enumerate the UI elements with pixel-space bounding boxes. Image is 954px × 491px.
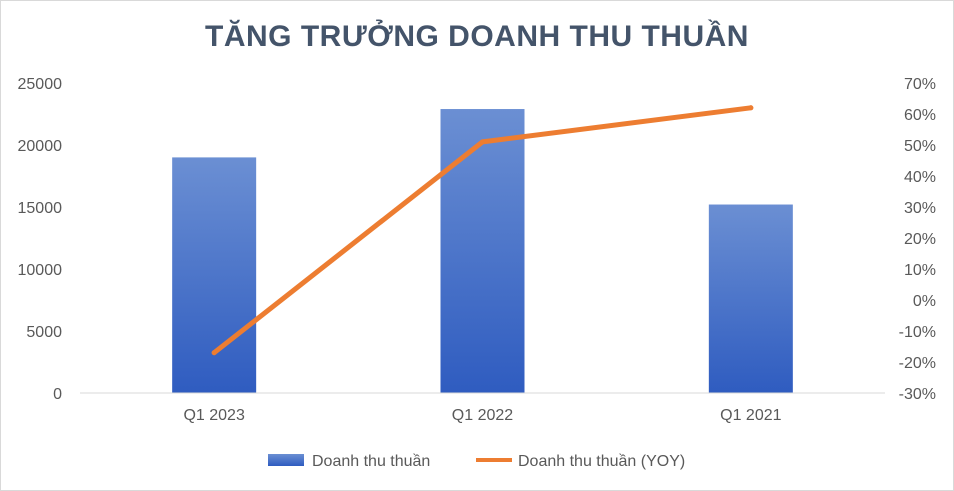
right-axis-tick-label: 70% <box>904 76 936 93</box>
chart-title: TĂNG TRƯỞNG DOANH THU THUẦN <box>205 20 749 53</box>
bar <box>172 157 257 393</box>
legend-bar-label: Doanh thu thuần <box>312 453 430 470</box>
yoy-point <box>211 350 217 356</box>
right-axis-tick-label: 60% <box>904 107 936 124</box>
left-axis-tick-label: 20000 <box>18 138 63 155</box>
right-axis-tick-label: 30% <box>904 200 936 217</box>
category-label: Q1 2021 <box>720 407 781 424</box>
legend-bar-swatch <box>268 454 304 466</box>
category-label: Q1 2022 <box>452 407 513 424</box>
left-axis-tick-label: 5000 <box>26 324 62 341</box>
right-axis-tick-label: 40% <box>904 169 936 186</box>
yoy-point <box>748 105 754 111</box>
right-axis-tick-label: 0% <box>913 293 936 310</box>
right-axis-tick-label: -10% <box>899 324 936 341</box>
left-axis-tick-label: 25000 <box>18 76 63 93</box>
left-axis-tick-label: 10000 <box>18 262 63 279</box>
bar <box>440 109 525 393</box>
right-axis-tick-label: 50% <box>904 138 936 155</box>
left-axis-tick-label: 0 <box>53 386 62 403</box>
bar <box>708 204 793 393</box>
category-label: Q1 2023 <box>183 407 244 424</box>
right-axis-tick-label: -30% <box>899 386 936 403</box>
right-axis-tick-label: 10% <box>904 262 936 279</box>
right-axis-tick-label: -20% <box>899 355 936 372</box>
yoy-point <box>480 139 485 145</box>
right-axis-tick-label: 20% <box>904 231 936 248</box>
left-axis-tick-label: 15000 <box>18 200 63 217</box>
legend-line-label: Doanh thu thuần (YOY) <box>518 453 685 470</box>
